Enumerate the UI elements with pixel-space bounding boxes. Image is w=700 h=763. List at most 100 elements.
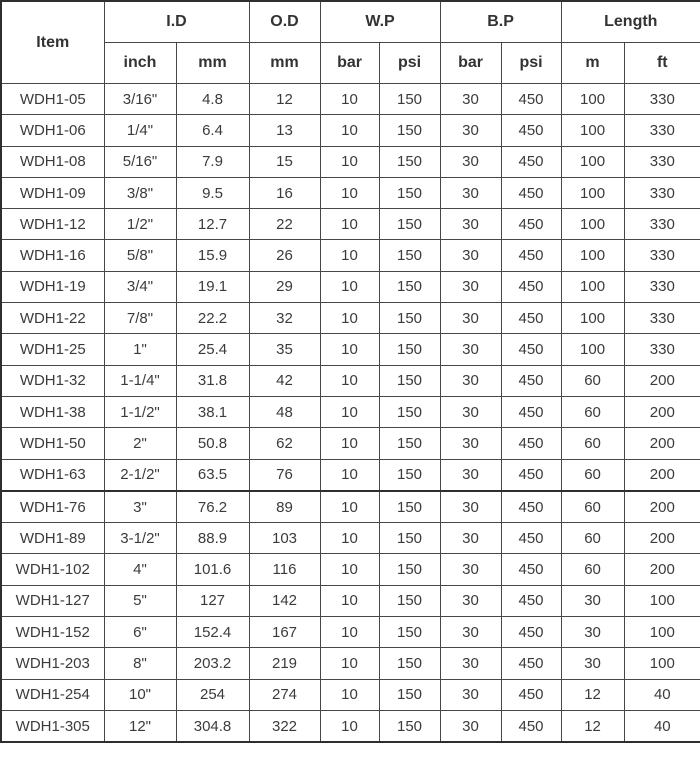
cell-wp-bar: 10 (319, 427, 380, 460)
header-unit-row: inch mm mm bar psi bar psi m ft (1, 42, 700, 84)
table-row: WDH1-254 10" 254 274 10 150 30 450 12 40 (0, 678, 700, 711)
cell-bp-psi: 450 (500, 114, 562, 147)
cell-wp-bar: 10 (319, 678, 380, 711)
cell-od-mm: 219 (248, 647, 321, 680)
cell-item: WDH1-50 (0, 427, 105, 460)
cell-item: WDH1-12 (0, 208, 105, 241)
cell-id-mm: 304.8 (175, 709, 250, 743)
cell-len-m: 30 (560, 584, 625, 618)
hose-spec-table: Item I.D O.D W.P B.P Length inch mm mm b… (0, 0, 700, 744)
cell-id-mm: 4.8 (175, 82, 250, 116)
subheader-id-mm: mm (175, 42, 250, 84)
cell-wp-psi: 150 (378, 82, 441, 116)
cell-bp-bar: 30 (439, 427, 502, 460)
cell-id-mm: 203.2 (175, 647, 250, 680)
cell-len-m: 60 (560, 490, 625, 524)
cell-bp-bar: 30 (439, 114, 502, 147)
cell-bp-psi: 450 (500, 522, 562, 555)
cell-wp-psi: 150 (378, 427, 441, 460)
cell-wp-bar: 10 (319, 364, 380, 397)
cell-len-ft: 40 (623, 709, 700, 743)
table-row: WDH1-08 5/16" 7.9 15 10 150 30 450 100 3… (0, 145, 700, 178)
cell-id-mm: 19.1 (175, 270, 250, 304)
cell-id-inch: 3-1/2" (103, 522, 177, 555)
cell-wp-bar: 10 (319, 270, 380, 304)
cell-id-inch: 5/16" (103, 145, 177, 178)
cell-wp-psi: 150 (378, 302, 441, 335)
cell-bp-psi: 450 (500, 82, 562, 116)
cell-len-ft: 200 (623, 458, 700, 492)
cell-id-mm: 12.7 (175, 208, 250, 241)
cell-item: WDH1-102 (0, 553, 105, 586)
table-row: WDH1-06 1/4" 6.4 13 10 150 30 450 100 33… (0, 114, 700, 147)
cell-item: WDH1-254 (0, 678, 105, 711)
cell-len-ft: 200 (623, 490, 700, 524)
subheader-length-m: m (560, 42, 625, 84)
cell-bp-psi: 450 (500, 458, 562, 492)
cell-wp-psi: 150 (378, 522, 441, 555)
cell-od-mm: 116 (248, 553, 321, 586)
cell-bp-psi: 450 (500, 176, 562, 210)
cell-od-mm: 32 (248, 302, 321, 335)
cell-wp-bar: 10 (319, 176, 380, 210)
cell-bp-psi: 450 (500, 427, 562, 460)
cell-bp-psi: 450 (500, 553, 562, 586)
cell-len-ft: 330 (623, 239, 700, 272)
cell-wp-psi: 150 (378, 333, 441, 366)
cell-bp-psi: 450 (500, 333, 562, 366)
cell-wp-psi: 150 (378, 553, 441, 586)
cell-item: WDH1-16 (0, 239, 105, 272)
cell-id-mm: 31.8 (175, 364, 250, 397)
table-row: WDH1-38 1-1/2" 38.1 48 10 150 30 450 60 … (0, 395, 700, 429)
cell-item: WDH1-152 (0, 616, 105, 649)
cell-od-mm: 167 (248, 616, 321, 649)
cell-od-mm: 62 (248, 427, 321, 460)
cell-wp-psi: 150 (378, 490, 441, 524)
cell-wp-bar: 10 (319, 490, 380, 524)
subheader-bp-psi: psi (500, 42, 562, 84)
cell-id-inch: 3/4" (103, 270, 177, 304)
cell-bp-bar: 30 (439, 395, 502, 429)
cell-len-m: 100 (560, 270, 625, 304)
col-header-wp: W.P (319, 0, 441, 43)
cell-len-m: 100 (560, 239, 625, 272)
cell-bp-psi: 450 (500, 395, 562, 429)
table-row: WDH1-50 2" 50.8 62 10 150 30 450 60 200 (0, 427, 700, 460)
cell-id-inch: 2" (103, 427, 177, 460)
cell-len-m: 100 (560, 208, 625, 241)
cell-id-mm: 101.6 (175, 553, 250, 586)
cell-id-mm: 15.9 (175, 239, 250, 272)
cell-bp-psi: 450 (500, 270, 562, 304)
cell-bp-bar: 30 (439, 584, 502, 618)
col-header-bp: B.P (439, 0, 562, 43)
cell-wp-psi: 150 (378, 458, 441, 492)
cell-id-mm: 63.5 (175, 458, 250, 492)
cell-item: WDH1-09 (0, 176, 105, 210)
cell-item: WDH1-06 (0, 114, 105, 147)
table-row: WDH1-305 12" 304.8 322 10 150 30 450 12 … (0, 709, 700, 743)
cell-od-mm: 29 (248, 270, 321, 304)
cell-item: WDH1-89 (0, 522, 105, 555)
cell-od-mm: 26 (248, 239, 321, 272)
cell-wp-bar: 10 (319, 82, 380, 116)
subheader-bp-bar: bar (439, 42, 502, 84)
cell-bp-bar: 30 (439, 553, 502, 586)
cell-id-inch: 3" (103, 490, 177, 524)
cell-len-m: 12 (560, 678, 625, 711)
cell-id-mm: 22.2 (175, 302, 250, 335)
cell-bp-bar: 30 (439, 208, 502, 241)
cell-bp-bar: 30 (439, 145, 502, 178)
cell-wp-bar: 10 (319, 208, 380, 241)
table-row: WDH1-05 3/16" 4.8 12 10 150 30 450 100 3… (0, 82, 700, 116)
table-row: WDH1-89 3-1/2" 88.9 103 10 150 30 450 60… (0, 522, 700, 555)
cell-item: WDH1-08 (0, 145, 105, 178)
cell-id-inch: 1-1/4" (103, 364, 177, 397)
cell-wp-bar: 10 (319, 709, 380, 743)
col-header-od: O.D (248, 0, 321, 43)
cell-id-inch: 3/8" (103, 176, 177, 210)
cell-wp-psi: 150 (378, 114, 441, 147)
cell-id-inch: 4" (103, 553, 177, 586)
cell-bp-psi: 450 (500, 364, 562, 397)
cell-wp-psi: 150 (378, 208, 441, 241)
cell-wp-psi: 150 (378, 709, 441, 743)
